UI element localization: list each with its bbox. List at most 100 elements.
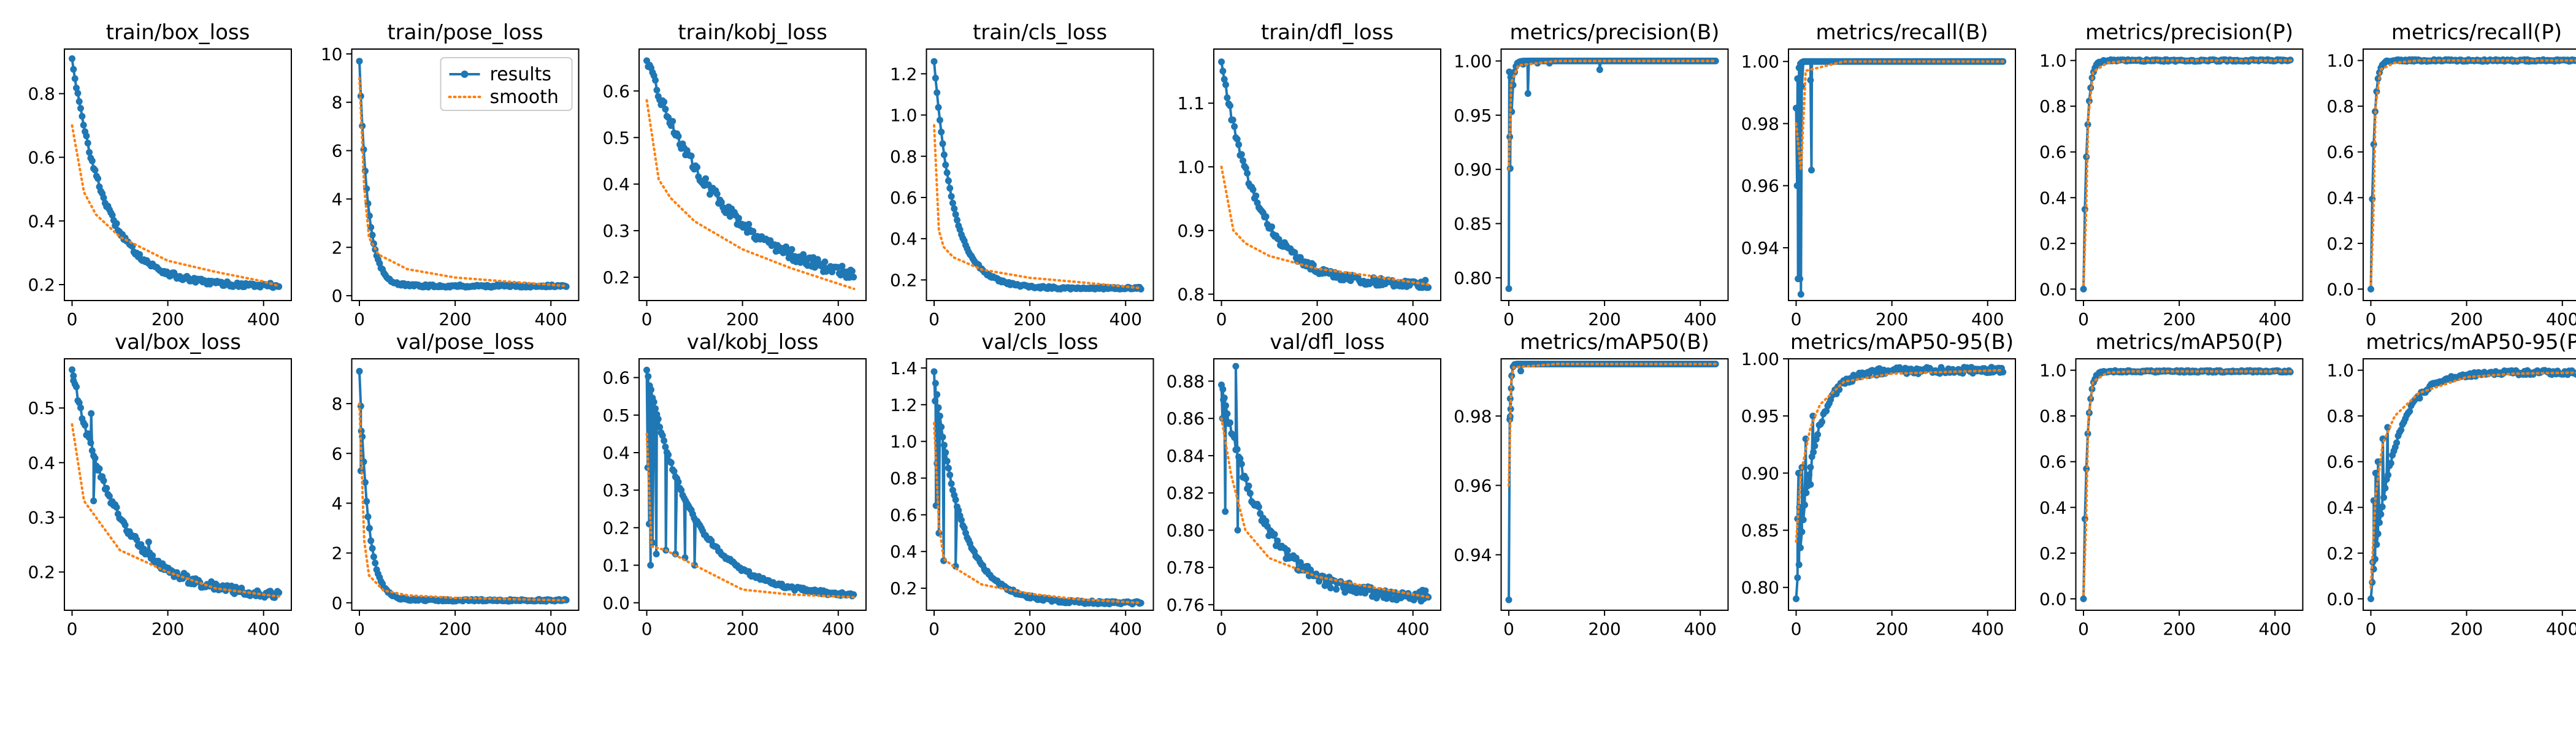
y-tick-label: 0.80 bbox=[1454, 268, 1492, 288]
results-marker bbox=[939, 434, 946, 441]
x-tick-label: 200 bbox=[2450, 619, 2483, 639]
y-tick-label: 0.9 bbox=[1177, 221, 1205, 241]
results-marker bbox=[942, 161, 949, 169]
y-tick-label: 0.4 bbox=[890, 229, 918, 249]
y-tick-label: 0.8 bbox=[890, 147, 918, 167]
chart-title: train/cls_loss bbox=[973, 20, 1107, 45]
x-tick-label: 400 bbox=[822, 309, 854, 329]
results-markers bbox=[1218, 362, 1432, 605]
results-marker bbox=[848, 267, 856, 275]
smooth-line bbox=[1508, 59, 1717, 171]
results-marker bbox=[2376, 519, 2383, 526]
results-marker bbox=[2084, 430, 2091, 437]
y-tick-label: 0.84 bbox=[1167, 446, 1205, 466]
results-marker bbox=[75, 399, 83, 407]
x-tick-label: 200 bbox=[1588, 309, 1620, 329]
results-marker bbox=[1795, 77, 1803, 84]
results-marker bbox=[1814, 431, 1822, 438]
results-marker bbox=[946, 185, 954, 192]
y-tick-label: 0.96 bbox=[1454, 475, 1492, 496]
results-marker bbox=[932, 74, 939, 82]
results-markers bbox=[930, 58, 1144, 293]
results-marker bbox=[702, 175, 709, 182]
y-tick-label: 0.86 bbox=[1167, 408, 1205, 429]
results-marker bbox=[2081, 515, 2088, 523]
plot-frame bbox=[1500, 358, 1729, 611]
results-marker bbox=[74, 90, 82, 97]
results-marker bbox=[1809, 412, 1817, 420]
chart-title: val/pose_loss bbox=[396, 330, 535, 355]
y-tick-label: 1.4 bbox=[890, 358, 918, 378]
x-tick-label: 0 bbox=[2078, 619, 2089, 639]
results-marker bbox=[735, 215, 742, 222]
y-tick-label: 0.0 bbox=[2039, 279, 2067, 299]
results-marker bbox=[275, 589, 283, 596]
results-marker bbox=[86, 434, 93, 442]
results-marker bbox=[1793, 595, 1800, 602]
results-marker bbox=[71, 75, 79, 82]
y-tick-label: 0.3 bbox=[602, 221, 630, 241]
x-tick-label: 0 bbox=[2366, 309, 2377, 329]
y-tick-label: 0.4 bbox=[28, 211, 55, 231]
y-tick-label: 0.95 bbox=[1741, 406, 1779, 426]
y-tick-label: 0.8 bbox=[1177, 285, 1205, 305]
results-marker bbox=[1262, 213, 1270, 220]
results-marker bbox=[940, 151, 948, 158]
results-marker bbox=[675, 478, 682, 486]
results-marker bbox=[1262, 518, 1270, 525]
chart-panel-val-cls-loss: val/cls_loss 0 200 400 0.2 0.4 0.6 0.8 1.0 1.2 1.4 bbox=[890, 330, 1154, 639]
chart-title: metrics/recall(B) bbox=[1815, 20, 1988, 45]
y-tick-label: 1.2 bbox=[890, 395, 918, 415]
plot-frame bbox=[1213, 358, 1441, 611]
y-tick-label: 0.95 bbox=[1454, 105, 1492, 126]
results-marker bbox=[1219, 67, 1227, 75]
x-tick-label: 200 bbox=[1301, 309, 1333, 329]
chart-title: metrics/mAP50-95(B) bbox=[1790, 330, 2014, 355]
x-tick-label: 200 bbox=[726, 309, 759, 329]
x-tick-label: 400 bbox=[247, 309, 280, 329]
results-line bbox=[1508, 362, 1716, 600]
x-tick-label: 0 bbox=[1791, 619, 1802, 639]
results-marker bbox=[1800, 516, 1807, 523]
results-marker bbox=[2382, 485, 2389, 492]
smooth-line bbox=[2082, 370, 2292, 596]
y-tick-label: 0.8 bbox=[28, 84, 55, 104]
results-marker bbox=[1234, 526, 1241, 534]
chart-panel-metrics-map50-b: metrics/mAP50(B) 0 200 400 0.94 0.96 0.98 bbox=[1454, 330, 1729, 639]
plot-frame bbox=[1500, 48, 1729, 301]
chart-title: metrics/mAP50(P) bbox=[2096, 330, 2283, 355]
results-marker bbox=[1811, 442, 1819, 450]
chart-title: val/dfl_loss bbox=[1270, 330, 1385, 355]
x-tick-label: 200 bbox=[1013, 309, 1046, 329]
y-tick-label: 0.94 bbox=[1454, 545, 1492, 565]
results-marker bbox=[113, 504, 120, 511]
y-tick-label: 1.0 bbox=[2326, 51, 2354, 71]
results-markers bbox=[2367, 367, 2576, 602]
results-marker bbox=[75, 98, 83, 105]
results-marker bbox=[1224, 410, 1231, 418]
results-line bbox=[358, 371, 567, 603]
results-marker bbox=[121, 521, 129, 529]
results-marker bbox=[645, 373, 652, 380]
chart-panel-metrics-recall-p: metrics/recall(P) 0 200 400 0.0 0.2 0.4 0.6 0.8 1… bbox=[2326, 20, 2576, 329]
y-tick-label: 0 bbox=[332, 593, 343, 613]
y-tick-label: 2 bbox=[332, 543, 343, 564]
x-tick-label: 200 bbox=[439, 619, 471, 639]
results-marker bbox=[133, 536, 140, 543]
results-marker bbox=[2398, 426, 2405, 434]
y-tick-label: 1.00 bbox=[1741, 349, 1779, 369]
smooth-line bbox=[1795, 369, 2005, 543]
results-marker bbox=[940, 442, 948, 449]
x-tick-label: 0 bbox=[1791, 309, 1802, 329]
results-marker bbox=[932, 380, 939, 387]
y-tick-label: 0.5 bbox=[602, 405, 630, 426]
results-marker bbox=[1240, 157, 1247, 164]
x-tick-label: 0 bbox=[1216, 619, 1227, 639]
results-marker bbox=[96, 465, 103, 472]
chart-panel-train-cls-loss: train/cls_loss 0 200 400 0.2 0.4 0.6 0.8 1.0 1.2 bbox=[890, 20, 1154, 329]
y-tick-label: 1.0 bbox=[890, 432, 918, 452]
results-marker bbox=[643, 366, 650, 374]
results-marker bbox=[2080, 285, 2087, 293]
results-marker bbox=[2387, 459, 2394, 467]
results-marker bbox=[1506, 68, 1513, 75]
